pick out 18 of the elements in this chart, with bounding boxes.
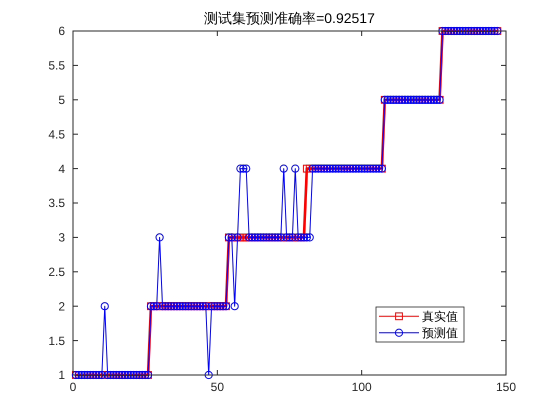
- y-tick-label: 2.5: [48, 265, 66, 279]
- x-tick-label: 100: [352, 380, 372, 394]
- legend-label: 预测值: [422, 326, 458, 340]
- legend-label: 真实值: [422, 309, 458, 324]
- x-tick-label: 150: [496, 380, 516, 394]
- y-tick-label: 2: [58, 299, 66, 314]
- y-tick-label: 4.5: [48, 127, 66, 142]
- y-tick-label: 6: [58, 24, 66, 38]
- x-tick-label: 50: [210, 380, 224, 394]
- y-tick-label: 1.5: [48, 334, 66, 348]
- y-tick-label: 3: [58, 230, 66, 245]
- y-tick-label: 1: [58, 368, 66, 382]
- chart-title: 测试集预测准确率=0.92517: [204, 10, 376, 26]
- y-tick-label: 5: [58, 93, 66, 107]
- y-tick-label: 4: [58, 162, 66, 176]
- y-tick-label: 3.5: [48, 196, 66, 210]
- y-tick-label: 5.5: [48, 58, 66, 73]
- x-tick-label: 0: [70, 380, 77, 394]
